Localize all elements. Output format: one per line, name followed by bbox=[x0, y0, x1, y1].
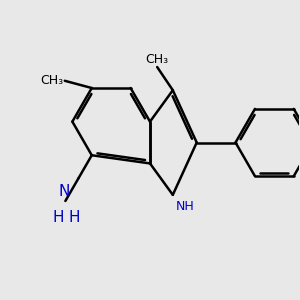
Text: NH: NH bbox=[176, 200, 195, 213]
Text: H: H bbox=[52, 210, 64, 225]
Text: CH₃: CH₃ bbox=[40, 74, 63, 87]
Text: CH₃: CH₃ bbox=[146, 52, 169, 66]
Text: H: H bbox=[68, 210, 80, 225]
Text: N: N bbox=[58, 184, 70, 199]
